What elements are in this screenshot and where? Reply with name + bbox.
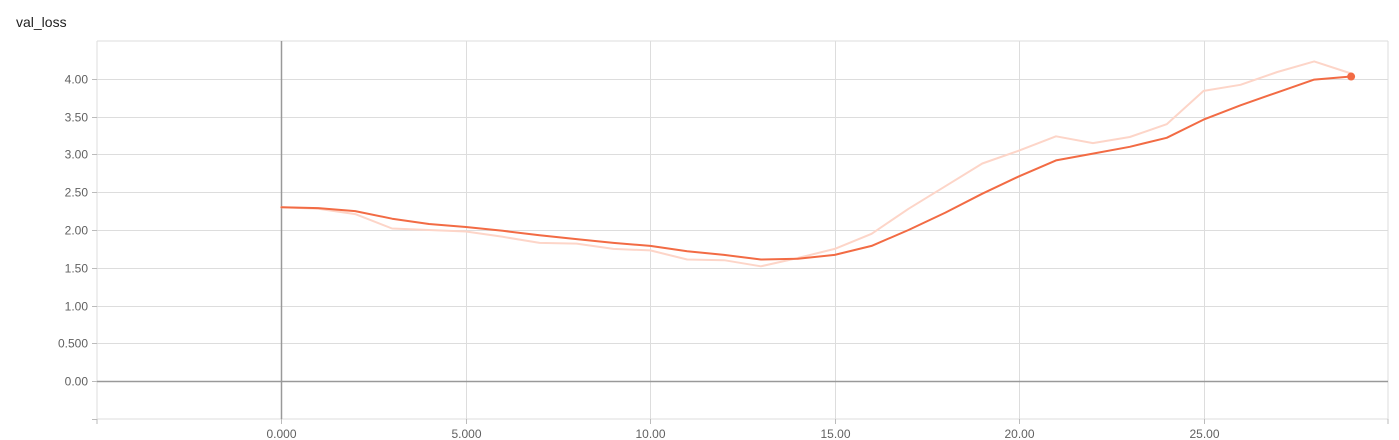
y-tick-label: 3.50 [65, 111, 89, 125]
y-tick-label: 1.00 [65, 300, 89, 314]
series-end-point [1347, 72, 1356, 81]
y-tick-label: 0.500 [58, 337, 88, 351]
x-tick-label: 0.000 [266, 427, 296, 440]
x-tick-label: 10.00 [635, 427, 665, 440]
x-tick-label: 25.00 [1189, 427, 1219, 440]
y-tick-label: 4.00 [65, 73, 89, 87]
x-tick-label: 20.00 [1004, 427, 1034, 440]
tick-labels: 0.00 0.500 1.00 1.50 2.00 2.50 3.00 3.50 4.00 0.0… [58, 73, 1220, 440]
series-line-smoothed [280, 75, 1353, 261]
axes [97, 41, 1388, 419]
y-tick-label: 2.00 [65, 224, 89, 238]
series-lines [280, 60, 1356, 268]
x-tick-label: 5.000 [451, 427, 481, 440]
y-tick-label: 0.00 [65, 375, 89, 389]
grid [92, 40, 1389, 424]
chart-title: val_loss [16, 14, 67, 30]
y-tick-label: 3.00 [65, 148, 89, 162]
x-tick-label: 15.00 [820, 427, 850, 440]
y-tick-label: 2.50 [65, 186, 89, 200]
series-line-raw [280, 60, 1353, 268]
y-tick-label: 1.50 [65, 262, 89, 276]
